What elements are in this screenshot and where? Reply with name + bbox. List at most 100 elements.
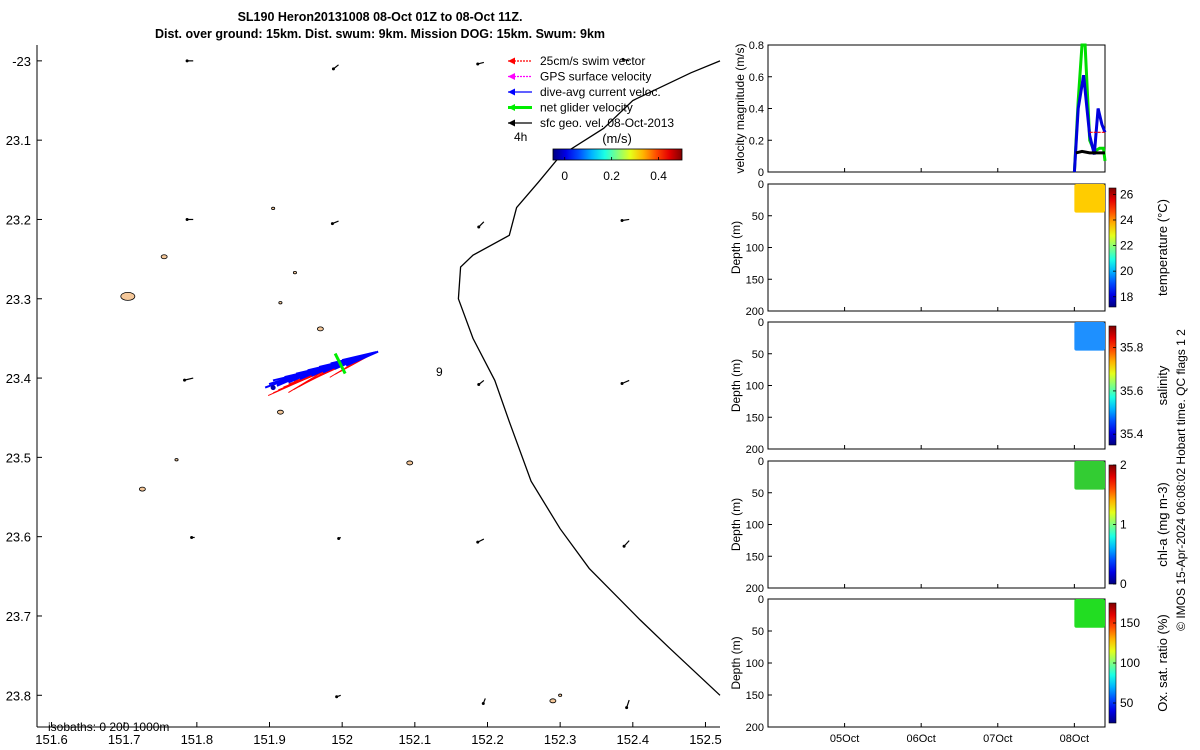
time-axis-tick-label: 05Oct [830, 733, 859, 745]
geo-velocity-arrowhead [337, 536, 341, 540]
panel-y-tick-label: 50 [752, 211, 764, 223]
colorbar-label: chl-a (mg m-3) [1155, 482, 1170, 567]
legend-label: dive-avg current veloc. [540, 85, 661, 99]
panel-y-tick-label: 0.2 [749, 135, 764, 147]
geo-velocity-arrowhead [183, 378, 187, 382]
panel-salinity: 0 50 100 150 200 Depth (m) 35.4 35.6 35.8 salinit… [729, 317, 1170, 456]
geo-velocity-arrowhead [476, 62, 480, 66]
chart-title-line2: Dist. over ground: 15km. Dist. swum: 9km… [154, 27, 606, 41]
colorbar-tick-label: 35.8 [1120, 341, 1144, 355]
map-y-tick-label: 23.7 [6, 609, 31, 624]
map-x-tick-label: 152 [331, 732, 353, 747]
geo-velocity-arrowhead [330, 222, 334, 226]
map-x-tick-label: 151.7 [108, 732, 141, 747]
map-x-tick-label: 152.1 [399, 732, 432, 747]
island [138, 486, 146, 492]
profile-data-block [1074, 461, 1105, 490]
panel-y-tick-label: 0.8 [749, 40, 764, 52]
geo-velocity-arrowhead [335, 695, 339, 699]
colorbar-tick-label: 0 [1120, 577, 1127, 591]
panel-y-tick-label: 50 [752, 349, 764, 361]
map-legend: 25cm/s swim vector GPS surface velocitydi… [508, 54, 674, 130]
map-y-tick-label: 23.4 [6, 371, 31, 386]
panel-colorbar [1108, 187, 1117, 308]
panel-y-tick-label: 200 [746, 583, 764, 595]
panel-y-tick-label: 100 [746, 658, 764, 670]
annotation-depth: 9 [436, 365, 443, 379]
glider-track-point [270, 385, 276, 391]
panel-y-tick-label: 0 [758, 179, 764, 191]
colorbar-tick-label: 0 [561, 169, 568, 183]
colorbar-label: (m/s) [602, 131, 632, 146]
panel-y-tick-label: 200 [746, 306, 764, 318]
colorbar-tick-label: 22 [1120, 239, 1134, 253]
isobaths-label: isobaths: 0 200 1000m [48, 720, 169, 734]
panel-y-tick-label: 0 [758, 594, 764, 606]
panel-y-tick-label: 0 [758, 167, 764, 179]
panel-y-tick-label: 50 [752, 626, 764, 638]
panel-y-tick-label: 200 [746, 722, 764, 734]
colorbar-tick-label: 150 [1120, 616, 1140, 630]
dive-avg-current-vector [341, 351, 377, 362]
colorbar-tick-label: 35.6 [1120, 384, 1144, 398]
legend-arrowhead [508, 73, 515, 80]
geo-velocity-arrowhead [185, 59, 189, 63]
island [558, 693, 563, 697]
island [406, 460, 414, 466]
colorbar-tick-label: 26 [1120, 187, 1134, 201]
time-axis-tick-label: 06Oct [907, 733, 936, 745]
legend-arrowhead [508, 104, 515, 111]
legend-arrowhead [508, 57, 515, 65]
panel-colorbar [1108, 325, 1117, 446]
map-y-tick-label: 23.3 [6, 292, 31, 307]
annotation-4h: 4h [514, 130, 527, 144]
panel-y-axis-label: Depth (m) [729, 498, 743, 551]
panel-frame [767, 321, 1106, 450]
panel-y-axis-label: Depth (m) [729, 359, 743, 412]
map-y-tick-label: 23.5 [6, 450, 31, 465]
panel-frame [767, 598, 1106, 728]
geo-velocity-arrowhead [477, 225, 481, 229]
colorbar-tick-label: 2 [1120, 458, 1127, 472]
panel-y-tick-label: 100 [746, 381, 764, 393]
colorbar-tick-label: 0.4 [650, 169, 667, 183]
map-y-tick-label: 23.2 [6, 212, 31, 227]
colorbar-tick-label: 24 [1120, 213, 1134, 227]
panel-y-tick-label: 150 [746, 274, 764, 286]
map-y-tick-label: 23.6 [6, 530, 31, 545]
island [278, 301, 283, 305]
map-x-tick-label: 151.6 [35, 732, 68, 747]
island [316, 326, 324, 332]
panel-frame [767, 44, 1106, 173]
panel-y-tick-label: 50 [752, 488, 764, 500]
time-axis-tick-label: 08Oct [1060, 733, 1089, 745]
legend-label: 25cm/s swim vector [540, 54, 645, 68]
velocity-series-line [1075, 149, 1105, 155]
legend-label: GPS surface velocity [540, 70, 651, 84]
colorbar-tick-label: 18 [1120, 290, 1134, 304]
coastline [457, 60, 721, 696]
geo-velocity-arrowhead [620, 218, 624, 222]
colorbar-tick-label: 35.4 [1120, 427, 1144, 441]
panel-y-axis-label: Depth (m) [729, 221, 743, 274]
colorbar-label: Ox. sat. ratio (%) [1155, 614, 1170, 712]
dive-avg-current-vector [345, 350, 379, 367]
island [271, 206, 276, 210]
geo-velocity-arrowhead [625, 706, 629, 710]
colorbar-tick-label: 20 [1120, 264, 1134, 278]
glider-vector-cluster [264, 350, 379, 397]
panel-y-axis-label: Depth (m) [729, 636, 743, 689]
map-y-tick-label: -23 [12, 54, 31, 69]
island [160, 254, 168, 260]
chart-title-line1: SL190 Heron20131008 08-Oct 01Z to 08-Oct… [237, 10, 523, 24]
geo-velocity-arrowhead [622, 544, 626, 548]
island [174, 458, 179, 462]
panel-y-tick-label: 0 [758, 317, 764, 329]
geo-velocity-arrowhead [477, 383, 481, 387]
colorbar-label: salinity [1155, 365, 1170, 405]
island [120, 291, 136, 301]
map-colorbar [552, 148, 683, 161]
legend-label: sfc geo. vel. 08-Oct-2013 [540, 116, 674, 130]
